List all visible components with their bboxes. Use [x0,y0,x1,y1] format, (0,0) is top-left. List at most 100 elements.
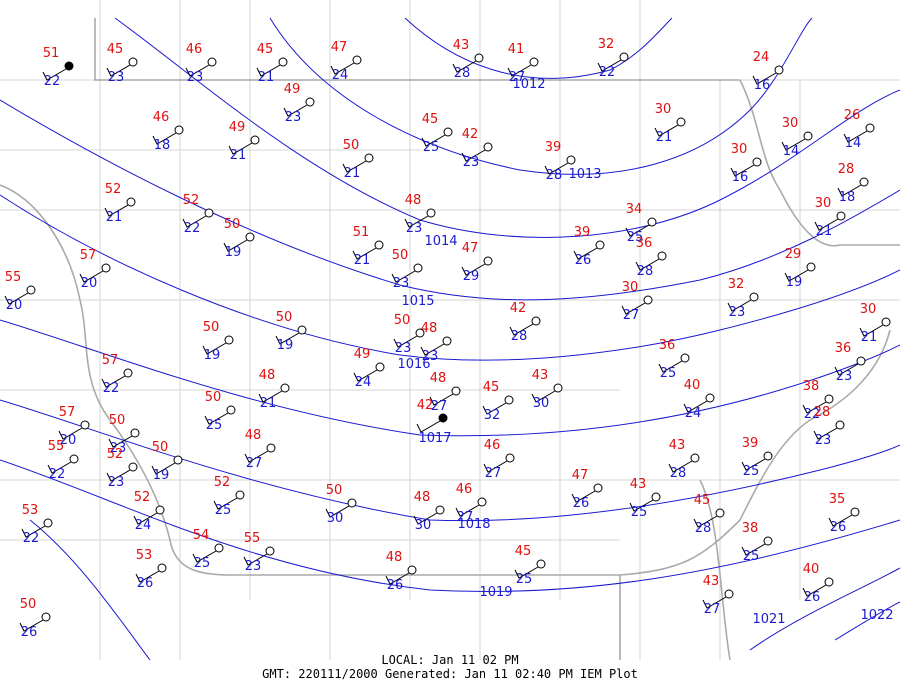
station: 43 25 [629,477,661,520]
temperature: 30 [655,102,672,117]
station-circle [483,256,493,266]
temperature: 45 [694,493,711,508]
station: 53 26 [135,548,167,591]
wind-barb [244,450,269,463]
temperature: 48 [259,368,276,383]
temperature: 57 [80,248,97,263]
temperature: 29 [785,247,802,262]
dewpoint: 23 [108,475,125,490]
temperature: 39 [574,225,591,240]
isobar [114,17,900,238]
dewpoint: 26 [21,625,38,640]
temperature: 48 [405,193,422,208]
wind-barb [813,427,838,440]
wind-barb [151,462,176,475]
wind-barb [58,427,83,440]
station-circle [123,368,133,378]
dewpoint: 26 [804,590,821,605]
station-circle [347,498,357,508]
wind-barb [814,218,839,231]
isobar-label: 1014 [424,234,457,249]
dewpoint: 16 [754,78,771,93]
isobar-label: 1019 [479,585,512,600]
isobar-label: 1022 [860,608,893,623]
dewpoint: 28 [637,264,654,279]
wind-barb [727,299,752,312]
wind-barb [185,64,210,77]
station: 50 19 [275,310,307,353]
wind-barb [204,412,229,425]
station-circle [438,413,448,423]
isobar [0,194,900,361]
station: 46 27 [455,482,487,525]
dewpoint: 23 [285,110,302,125]
station: 50 23 [391,248,423,291]
temperature: 42 [462,127,479,142]
temperature: 28 [838,162,855,177]
station: 49 21 [228,120,260,163]
dewpoint: 22 [599,65,616,80]
dewpoint: 29 [463,269,480,284]
wind-barb [192,550,217,563]
station-circle [352,55,362,65]
isobar-label: 1013 [568,167,601,182]
temperature: 24 [753,50,770,65]
dewpoint: 25 [631,505,648,520]
station-circle [715,508,725,518]
dewpoint: 28 [454,66,471,81]
station: 45 25 [514,544,546,587]
station-circle [803,131,813,141]
temperature: 51 [43,46,60,61]
temperature: 30 [860,302,877,317]
station-circle [374,240,384,250]
temperature: 45 [422,112,439,127]
dewpoint: 19 [225,245,242,260]
station: 49 24 [353,347,385,390]
temperature: 49 [284,82,301,97]
dewpoint: 26 [137,576,154,591]
station: 47 26 [571,468,603,511]
station-circle [859,177,869,187]
station: 46 27 [483,438,515,481]
dewpoint: 23 [729,305,746,320]
dewpoint: 22 [44,74,61,89]
dewpoint: 19 [786,275,803,290]
temperature: 57 [59,405,76,420]
dewpoint: 21 [861,330,878,345]
temperature: 50 [152,440,169,455]
station: 50 19 [223,217,255,260]
station: 50 19 [151,440,183,483]
wind-barb [4,292,29,305]
station: 41 27 [507,42,539,85]
dewpoint: 23 [815,433,832,448]
station-circle [442,336,452,346]
station-circle [266,443,276,453]
station-circle [128,57,138,67]
temperature: 57 [102,353,119,368]
wind-barb [461,263,486,276]
temperature: 30 [731,142,748,157]
dewpoint: 19 [204,348,221,363]
wind-barb [859,324,884,337]
dewpoint: 22 [184,221,201,236]
station: 34 25 [625,202,657,245]
temperature: 48 [386,550,403,565]
isobar [0,99,900,301]
wind-barb [79,270,104,283]
station-circle [155,505,165,515]
dewpoint: 21 [106,210,123,225]
footer-gmt: GMT: 220111/2000 Generated: Jan 11 02:40… [262,667,638,681]
station-circle [824,394,834,404]
station: 45 28 [693,493,725,536]
dewpoint: 25 [743,549,760,564]
dewpoint: 23 [245,559,262,574]
station-circle [749,292,759,302]
dewpoint: 22 [103,381,120,396]
wind-barb [325,505,350,518]
dewpoint: 30 [327,511,344,526]
station-circle [128,462,138,472]
wind-barb [514,566,539,579]
station: 52 22 [182,193,214,236]
dewpoint: 21 [816,224,833,239]
station: 40 24 [683,378,715,421]
